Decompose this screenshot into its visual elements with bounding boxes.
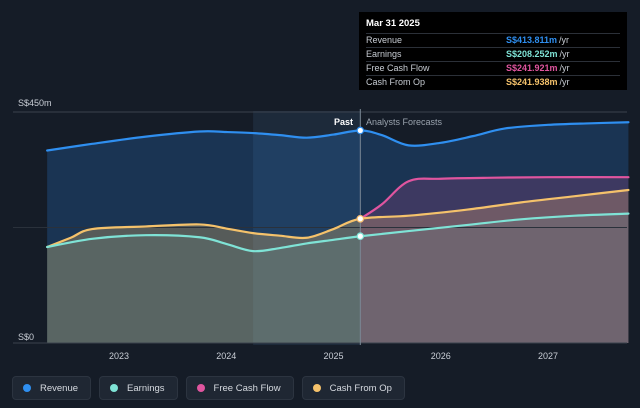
tooltip-unit: /yr: [559, 63, 570, 73]
legend-label: Free Cash Flow: [213, 382, 281, 394]
free-cash-flow-line: [359, 176, 630, 220]
legend: Revenue Earnings Free Cash Flow Cash Fro…: [12, 376, 405, 400]
cash-from-op-area: [47, 190, 629, 343]
x-tick-label: 2027: [538, 351, 558, 361]
tooltip-value: S$241.938m: [506, 77, 558, 87]
tooltip-row-earnings: Earnings S$208.252m /yr: [366, 47, 620, 61]
tooltip-label: Earnings: [366, 49, 402, 59]
legend-label: Revenue: [40, 382, 79, 394]
hover-markers: [356, 126, 365, 241]
legend-item-revenue[interactable]: Revenue: [12, 376, 92, 400]
tooltip-unit: /yr: [559, 35, 570, 45]
tooltip-unit: /yr: [559, 77, 570, 87]
legend-label: Earnings: [127, 382, 165, 394]
tooltip-value: S$241.921m: [506, 63, 558, 73]
x-tick-label: 2024: [216, 351, 236, 361]
revenue-marker: [356, 126, 365, 135]
legend-item-free-cash-flow[interactable]: Free Cash Flow: [185, 376, 294, 400]
y-axis-bottom-label: S$0: [18, 332, 34, 342]
free-cash-flow-area: [360, 177, 629, 343]
forecast-label: Analysts Forecasts: [366, 117, 443, 127]
legend-item-cash-from-op[interactable]: Cash From Op: [301, 376, 405, 400]
tooltip-unit: /yr: [559, 49, 570, 59]
grid-lines: [13, 109, 627, 345]
series-lines: [46, 121, 630, 253]
series-areas: [47, 122, 629, 344]
tooltip-label: Free Cash Flow: [366, 63, 430, 73]
tooltip-date: Mar 31 2025: [366, 18, 420, 29]
legend-dot-icon: [23, 384, 31, 392]
tooltip-label: Revenue: [366, 35, 403, 45]
revenue-line: [46, 121, 630, 152]
earnings-line: [46, 212, 630, 253]
tooltip-row-revenue: Revenue S$413.811m /yr: [366, 33, 620, 47]
cash-from-op-line: [46, 188, 630, 249]
hover-tooltip: Mar 31 2025 Revenue S$413.811m /yr Earni…: [359, 12, 627, 90]
legend-dot-icon: [312, 384, 321, 392]
legend-dot-icon: [196, 384, 205, 392]
tooltip-value: S$208.252m: [506, 49, 558, 59]
tooltip-label: Cash From Op: [366, 77, 426, 87]
tooltip-row-free-cash-flow: Free Cash Flow S$241.921m /yr: [366, 61, 620, 75]
x-tick-label: 2025: [323, 351, 343, 361]
x-axis-ticks: 2023 2024 2025 2026 2027: [109, 351, 558, 361]
axis-labels: S$450m S$0 Past Analysts Forecasts: [18, 98, 443, 342]
past-label: Past: [334, 117, 353, 127]
legend-dot-icon: [110, 384, 119, 392]
legend-label: Cash From Op: [329, 382, 392, 394]
y-axis-top-label: S$450m: [18, 98, 52, 108]
cash-from-op-marker: [356, 214, 365, 223]
earnings-area: [47, 213, 629, 343]
tooltip-row-cash-from-op: Cash From Op S$241.938m /yr: [366, 75, 620, 89]
tooltip-value: S$413.811m: [506, 35, 558, 45]
earnings-marker: [356, 232, 365, 241]
x-tick-label: 2026: [431, 351, 451, 361]
legend-item-earnings[interactable]: Earnings: [99, 376, 178, 400]
x-tick-label: 2023: [109, 351, 129, 361]
